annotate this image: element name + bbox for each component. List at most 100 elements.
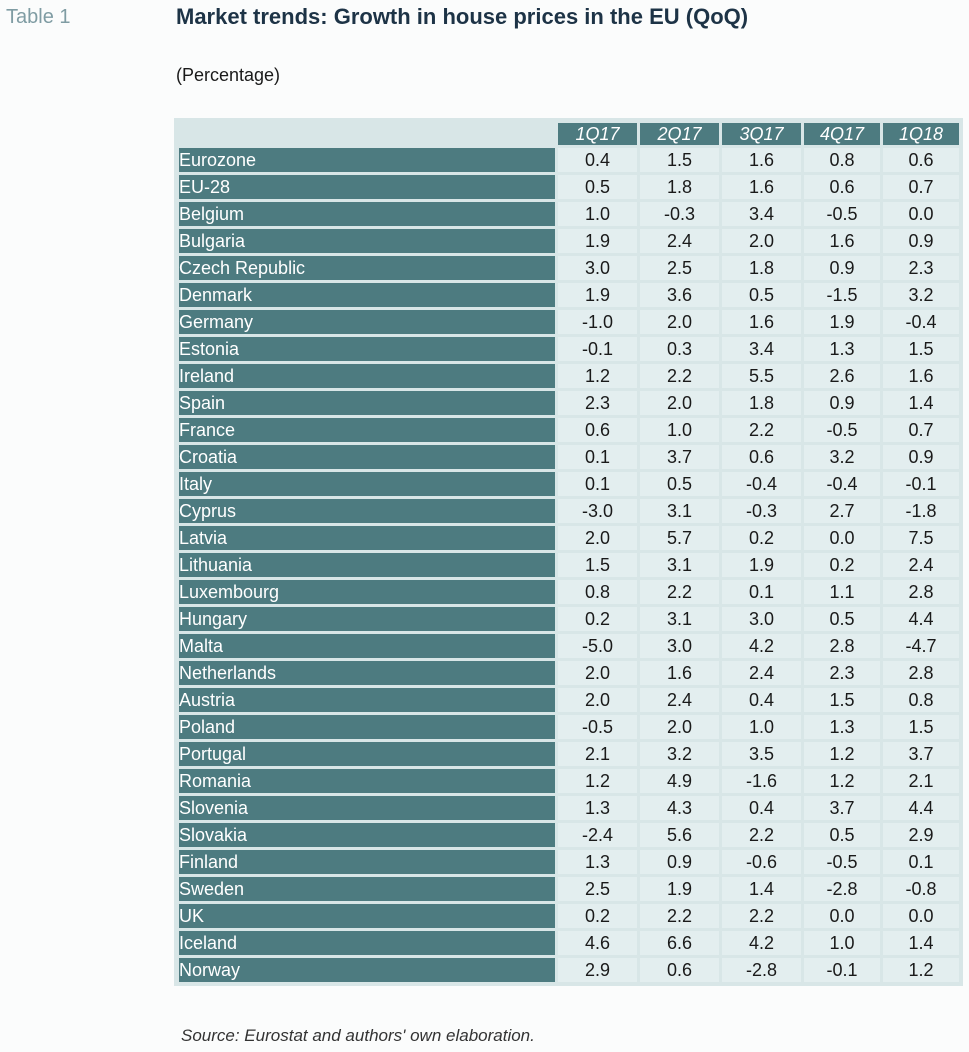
row-label-country: Eurozone <box>179 148 555 172</box>
data-cell: 2.0 <box>558 526 637 550</box>
table-body: Eurozone 0.4 1.5 1.6 0.8 0.6 EU-28 0.5 1.8 1.6 0.6… <box>179 148 959 982</box>
data-cell: 2.8 <box>883 661 959 685</box>
data-cell: 1.3 <box>804 337 880 361</box>
row-label-country: Iceland <box>179 931 555 955</box>
row-label-country: Bulgaria <box>179 229 555 253</box>
table-row: Romania 1.2 4.9 -1.6 1.2 2.1 <box>179 769 959 793</box>
data-cell: 0.2 <box>804 553 880 577</box>
data-cell: 1.3 <box>804 715 880 739</box>
data-cell: 0.0 <box>883 202 959 226</box>
table-row: Hungary 0.2 3.1 3.0 0.5 4.4 <box>179 607 959 631</box>
table-row: Belgium 1.0 -0.3 3.4 -0.5 0.0 <box>179 202 959 226</box>
data-cell: 1.2 <box>558 364 637 388</box>
data-cell: 3.5 <box>722 742 801 766</box>
data-cell: 4.9 <box>640 769 719 793</box>
data-cell: 4.2 <box>722 931 801 955</box>
data-table-container: 1Q17 2Q17 3Q17 4Q17 1Q18 Eurozone 0.4 1.5 1… <box>174 118 963 986</box>
data-cell: -1.6 <box>722 769 801 793</box>
data-cell: -0.4 <box>883 310 959 334</box>
column-header: 1Q17 <box>558 123 637 145</box>
table-row: Austria 2.0 2.4 0.4 1.5 0.8 <box>179 688 959 712</box>
table-row: Cyprus -3.0 3.1 -0.3 2.7 -1.8 <box>179 499 959 523</box>
row-label-country: Malta <box>179 634 555 658</box>
data-cell: 2.1 <box>558 742 637 766</box>
column-header: 1Q18 <box>883 123 959 145</box>
data-cell: 3.7 <box>640 445 719 469</box>
row-label-country: Ireland <box>179 364 555 388</box>
data-cell: 0.2 <box>722 526 801 550</box>
data-cell: 2.8 <box>804 634 880 658</box>
data-cell: 3.0 <box>640 634 719 658</box>
table-row: Denmark 1.9 3.6 0.5 -1.5 3.2 <box>179 283 959 307</box>
data-cell: 0.0 <box>804 526 880 550</box>
data-cell: -1.8 <box>883 499 959 523</box>
row-label-country: Sweden <box>179 877 555 901</box>
data-cell: 1.9 <box>804 310 880 334</box>
data-cell: 2.6 <box>804 364 880 388</box>
table-row: Luxembourg 0.8 2.2 0.1 1.1 2.8 <box>179 580 959 604</box>
table-row: EU-28 0.5 1.8 1.6 0.6 0.7 <box>179 175 959 199</box>
row-label-country: Netherlands <box>179 661 555 685</box>
data-cell: 1.2 <box>558 769 637 793</box>
data-cell: 0.6 <box>804 175 880 199</box>
data-cell: 1.8 <box>640 175 719 199</box>
data-cell: 2.3 <box>804 661 880 685</box>
data-cell: 0.8 <box>558 580 637 604</box>
data-cell: -0.5 <box>558 715 637 739</box>
table-row: Ireland 1.2 2.2 5.5 2.6 1.6 <box>179 364 959 388</box>
table-row: Croatia 0.1 3.7 0.6 3.2 0.9 <box>179 445 959 469</box>
data-cell: 1.9 <box>722 553 801 577</box>
data-cell: 0.1 <box>558 472 637 496</box>
data-cell: 0.5 <box>558 175 637 199</box>
row-label-country: Germany <box>179 310 555 334</box>
data-cell: 1.0 <box>722 715 801 739</box>
data-cell: 1.8 <box>722 391 801 415</box>
row-label-country: EU-28 <box>179 175 555 199</box>
data-cell: -2.4 <box>558 823 637 847</box>
data-cell: 0.4 <box>722 688 801 712</box>
data-cell: 0.8 <box>804 148 880 172</box>
data-cell: 2.0 <box>640 715 719 739</box>
table-row: Slovakia -2.4 5.6 2.2 0.5 2.9 <box>179 823 959 847</box>
data-cell: 2.8 <box>883 580 959 604</box>
data-cell: -1.5 <box>804 283 880 307</box>
data-cell: 4.2 <box>722 634 801 658</box>
data-cell: 3.7 <box>883 742 959 766</box>
data-cell: 3.2 <box>883 283 959 307</box>
data-cell: 3.2 <box>640 742 719 766</box>
data-cell: 2.2 <box>640 364 719 388</box>
data-cell: 0.7 <box>883 175 959 199</box>
data-cell: 0.8 <box>883 688 959 712</box>
data-cell: 2.4 <box>640 229 719 253</box>
data-cell: 0.1 <box>722 580 801 604</box>
data-cell: 1.6 <box>722 310 801 334</box>
data-cell: 1.9 <box>558 283 637 307</box>
data-cell: 3.4 <box>722 202 801 226</box>
data-cell: 1.5 <box>883 337 959 361</box>
data-cell: 2.4 <box>722 661 801 685</box>
table-row: Portugal 2.1 3.2 3.5 1.2 3.7 <box>179 742 959 766</box>
column-header: 4Q17 <box>804 123 880 145</box>
table-row: Estonia -0.1 0.3 3.4 1.3 1.5 <box>179 337 959 361</box>
row-label-country: Lithuania <box>179 553 555 577</box>
data-cell: 1.2 <box>804 742 880 766</box>
data-cell: 0.6 <box>722 445 801 469</box>
row-label-country: France <box>179 418 555 442</box>
row-label-country: Estonia <box>179 337 555 361</box>
data-cell: 1.2 <box>804 769 880 793</box>
data-cell: 5.7 <box>640 526 719 550</box>
row-label-country: Finland <box>179 850 555 874</box>
column-header: 3Q17 <box>722 123 801 145</box>
data-cell: 2.2 <box>640 904 719 928</box>
data-cell: 1.4 <box>722 877 801 901</box>
table-row: France 0.6 1.0 2.2 -0.5 0.7 <box>179 418 959 442</box>
data-cell: 0.6 <box>558 418 637 442</box>
data-cell: 2.1 <box>883 769 959 793</box>
data-cell: 2.5 <box>640 256 719 280</box>
data-cell: 0.6 <box>640 958 719 982</box>
data-cell: 2.3 <box>558 391 637 415</box>
data-cell: -0.4 <box>722 472 801 496</box>
data-cell: 3.7 <box>804 796 880 820</box>
data-cell: 1.0 <box>640 418 719 442</box>
data-cell: -4.7 <box>883 634 959 658</box>
